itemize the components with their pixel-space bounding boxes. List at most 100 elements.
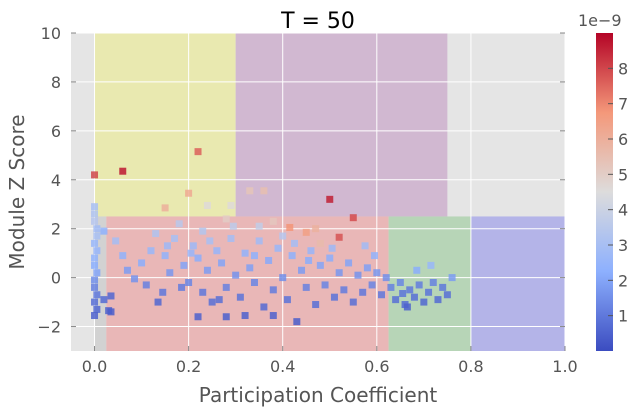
scatter-point	[293, 318, 301, 326]
scatter-point	[119, 252, 127, 260]
scatter-point	[91, 298, 99, 306]
scatter-point	[326, 254, 334, 262]
regions	[94, 33, 565, 351]
scatter-point	[215, 296, 223, 304]
colorbar-tick-label: 3	[618, 236, 628, 255]
scatter-point	[382, 274, 390, 282]
scatter-point	[206, 237, 214, 245]
scatter-point	[335, 269, 343, 277]
colorbar-tick-label: 7	[618, 95, 628, 114]
colorbar-offset-label: 1e−9	[578, 11, 622, 30]
scatter-point	[340, 286, 348, 294]
x-tick-label: 0.8	[458, 357, 483, 376]
scatter-point	[241, 249, 249, 257]
x-tick-label: 0.6	[364, 357, 389, 376]
scatter-point	[147, 247, 155, 255]
scatter-point	[213, 247, 221, 255]
scatter-point	[392, 296, 400, 304]
scatter-point	[91, 239, 99, 247]
scatter-point	[142, 281, 150, 289]
scatter-point	[131, 275, 139, 283]
scatter-point	[265, 256, 273, 264]
scatter-point	[203, 266, 211, 274]
scatter-point	[208, 298, 216, 306]
scatter-point	[410, 293, 418, 301]
scatter-point	[255, 237, 263, 245]
scatter-point	[429, 279, 437, 287]
y-tick-label: 8	[51, 73, 61, 92]
y-tick-label: −2	[37, 318, 61, 337]
scatter-point	[415, 281, 423, 289]
scatter-point	[91, 276, 99, 284]
scatter-point	[326, 195, 334, 203]
scatter-point	[93, 269, 101, 277]
y-tick-label: 10	[41, 24, 61, 43]
scatter-point	[91, 261, 99, 269]
scatter-point	[316, 239, 324, 247]
colorbar-tick-label: 6	[618, 130, 628, 149]
scatter-point	[180, 261, 188, 269]
scatter-point	[163, 242, 171, 250]
scatter-point	[93, 305, 101, 313]
scatter-point	[93, 291, 101, 299]
scatter-point	[349, 298, 357, 306]
scatter-point	[335, 233, 343, 241]
scatter-point	[403, 303, 411, 311]
scatter-point	[185, 279, 193, 287]
scatter-point	[399, 290, 407, 298]
scatter-point	[359, 288, 367, 296]
scatter-point	[91, 312, 99, 320]
scatter-point	[194, 254, 202, 262]
scatter-point	[330, 293, 338, 301]
x-tick-label: 0.4	[270, 357, 295, 376]
scatter-point	[250, 279, 258, 287]
scatter-point	[368, 281, 376, 289]
scatter-point	[302, 228, 310, 236]
scatter-point	[288, 252, 296, 260]
scatter-point	[100, 227, 108, 235]
x-tick-label: 1.0	[552, 357, 577, 376]
scatter-point	[227, 234, 235, 242]
scatter-point	[93, 247, 101, 255]
scatter-point	[229, 222, 237, 230]
scatter-point	[279, 232, 287, 240]
scatter-point	[91, 171, 99, 179]
scatter-point	[227, 201, 235, 209]
scatter-point	[194, 313, 202, 321]
scatter-point	[434, 296, 442, 304]
scatter-point	[199, 288, 207, 296]
y-tick-label: 4	[51, 171, 61, 190]
scatter-point	[203, 201, 211, 209]
scatter-point	[396, 279, 404, 287]
scatter-point	[378, 291, 386, 299]
scatter-point	[345, 259, 353, 267]
scatter-point	[279, 274, 287, 282]
scatter-point	[349, 214, 357, 222]
scatter-point	[91, 217, 99, 225]
scatter-point	[119, 167, 127, 175]
y-tick-label: 2	[51, 220, 61, 239]
scatter-point	[363, 264, 371, 272]
scatter-point	[274, 244, 282, 252]
scatter-point	[387, 283, 395, 291]
scatter-point	[93, 225, 101, 233]
scatter-point	[194, 148, 202, 156]
x-tick-label: 0.2	[176, 357, 201, 376]
colorbar-tick-label: 8	[618, 59, 628, 78]
grid	[71, 32, 566, 351]
scatter-point	[138, 259, 146, 267]
colorbar-ticks: 1 2 3 4 5 6 7 8	[608, 59, 628, 326]
scatter-point	[218, 259, 226, 267]
scatter-point	[316, 261, 324, 269]
colorbar	[596, 33, 613, 351]
scatter-point	[439, 283, 447, 291]
scatter-point	[154, 298, 162, 306]
region-1	[235, 33, 448, 217]
scatter-point	[91, 210, 99, 218]
scatter-point	[255, 222, 263, 230]
scatter-point	[406, 286, 414, 294]
scatter-point	[246, 187, 254, 195]
colorbar-tick-label: 4	[618, 201, 628, 220]
scatter-point	[222, 215, 230, 223]
